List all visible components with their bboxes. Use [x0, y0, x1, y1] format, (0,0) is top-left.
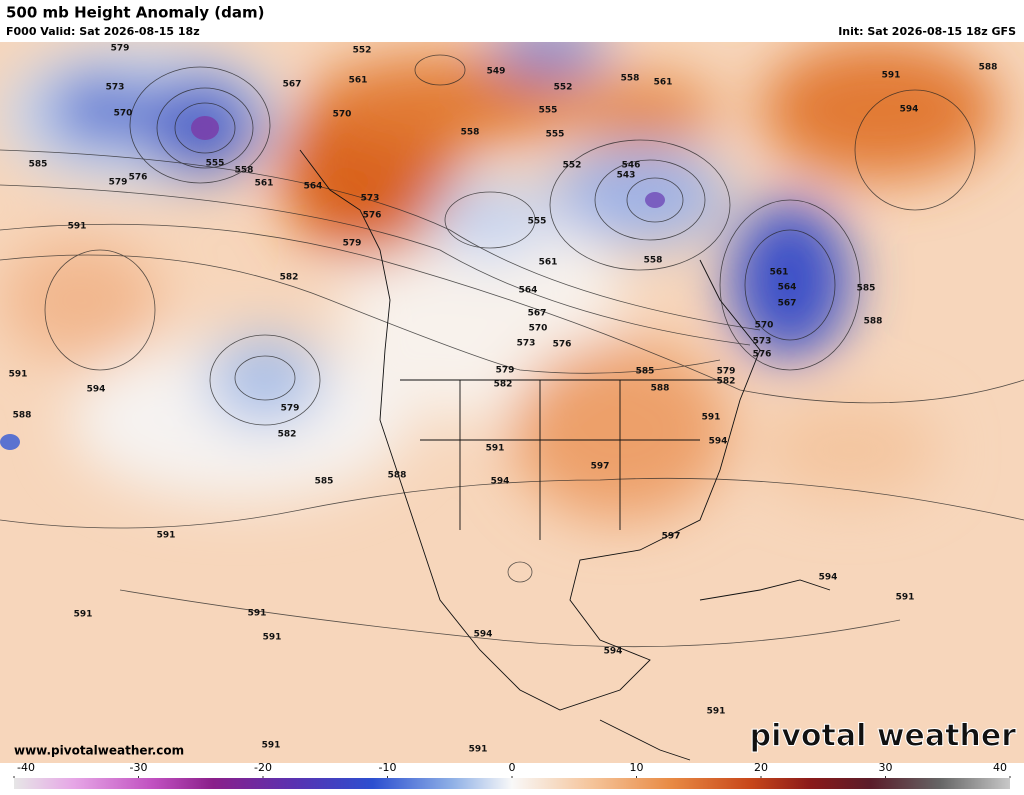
contour-label: 591: [486, 444, 505, 454]
contour-label: 573: [517, 339, 536, 349]
contour-label: 591: [9, 370, 28, 380]
contour-label: 582: [494, 380, 513, 390]
contour-label: 567: [528, 309, 547, 319]
contour-label: 594: [709, 437, 728, 447]
contour-label: 546: [622, 161, 641, 171]
contour-label: 591: [702, 413, 721, 423]
contour-label: 591: [68, 222, 87, 232]
contour-label: 591: [882, 71, 901, 81]
contour-label: 594: [900, 105, 919, 115]
contour-label: 573: [361, 194, 380, 204]
contour-label: 594: [474, 630, 493, 640]
contour-label: 561: [539, 258, 558, 268]
contour-label: 594: [491, 477, 510, 487]
contour-label: 588: [651, 384, 670, 394]
website: www.pivotalweather.com: [14, 744, 184, 758]
contour-label: 570: [529, 324, 548, 334]
contour-label: 564: [778, 283, 797, 293]
contour-label: 564: [519, 286, 538, 296]
contour-label: 576: [363, 211, 382, 221]
contour-label: 558: [644, 256, 663, 266]
contour-label: 579: [343, 239, 362, 249]
colorbar-tick-label: 40: [993, 761, 1007, 774]
contour-label: 558: [235, 166, 254, 176]
contour-label: 591: [248, 609, 267, 619]
contour-label: 579: [109, 178, 128, 188]
contour-label: 594: [87, 385, 106, 395]
contour-label: 585: [636, 367, 655, 377]
contour-label: 552: [563, 161, 582, 171]
contour-label: 591: [262, 741, 281, 751]
valid-time: F000 Valid: Sat 2026-08-15 18z: [6, 25, 200, 38]
contour-label: 591: [74, 610, 93, 620]
contour-label: 576: [553, 340, 572, 350]
map: [0, 42, 1024, 763]
contour-label: 597: [662, 532, 681, 542]
colorbar-tick-label: -20: [254, 761, 272, 774]
contour-label: 582: [280, 273, 299, 283]
contour-label: 573: [106, 83, 125, 93]
contour-label: 594: [604, 647, 623, 657]
contour-label: 552: [554, 83, 573, 93]
contour-label: 555: [528, 217, 547, 227]
colorbar-tick-label: 20: [754, 761, 768, 774]
colorbar-tick-label: 0: [509, 761, 516, 774]
init-time: Init: Sat 2026-08-15 18z GFS: [838, 25, 1016, 38]
contour-label: 585: [315, 477, 334, 487]
contour-label: 585: [29, 160, 48, 170]
contour-label: 588: [979, 63, 998, 73]
contour-label: 561: [255, 179, 274, 189]
contour-label: 567: [778, 299, 797, 309]
contour-label: 588: [864, 317, 883, 327]
contour-label: 555: [539, 106, 558, 116]
contour-label: 576: [753, 350, 772, 360]
colorbar: [14, 778, 1010, 789]
contour-label: 576: [129, 173, 148, 183]
contour-label: 591: [157, 531, 176, 541]
contour-label: 558: [461, 128, 480, 138]
contour-label: 555: [546, 130, 565, 140]
contour-label: 591: [469, 745, 488, 755]
contour-label: 567: [283, 80, 302, 90]
contour-label: 561: [349, 76, 368, 86]
contour-label: 549: [487, 67, 506, 77]
contour-label: 570: [114, 109, 133, 119]
contour-label: 594: [819, 573, 838, 583]
colorbar-tick-label: -40: [17, 761, 35, 774]
contour-label: 579: [111, 44, 130, 54]
colorbar-tick-label: -30: [130, 761, 148, 774]
contour-label: 570: [333, 110, 352, 120]
contour-label: 561: [770, 268, 789, 278]
logo: pivotal weather: [750, 719, 1017, 754]
contour-label: 591: [707, 707, 726, 717]
contour-label: 585: [857, 284, 876, 294]
contour-label: 573: [753, 337, 772, 347]
contour-label: 543: [617, 171, 636, 181]
colorbar-tick-label: -10: [379, 761, 397, 774]
contour-label: 579: [496, 366, 515, 376]
contour-label: 552: [353, 46, 372, 56]
contour-label: 570: [755, 321, 774, 331]
contour-label: 555: [206, 159, 225, 169]
contour-label: 591: [263, 633, 282, 643]
contour-label: 564: [304, 182, 323, 192]
contour-label: 561: [654, 78, 673, 88]
contour-label: 597: [591, 462, 610, 472]
contour-label: 588: [13, 411, 32, 421]
contour-label: 582: [278, 430, 297, 440]
contour-label: 579: [281, 404, 300, 414]
contour-label: 582: [717, 377, 736, 387]
colorbar-tick-label: 10: [630, 761, 644, 774]
contour-label: 579: [717, 367, 736, 377]
contour-label: 588: [388, 471, 407, 481]
contour-label: 558: [621, 74, 640, 84]
title: 500 mb Height Anomaly (dam): [6, 4, 265, 22]
colorbar-tick-label: 30: [879, 761, 893, 774]
contour-label: 591: [896, 593, 915, 603]
